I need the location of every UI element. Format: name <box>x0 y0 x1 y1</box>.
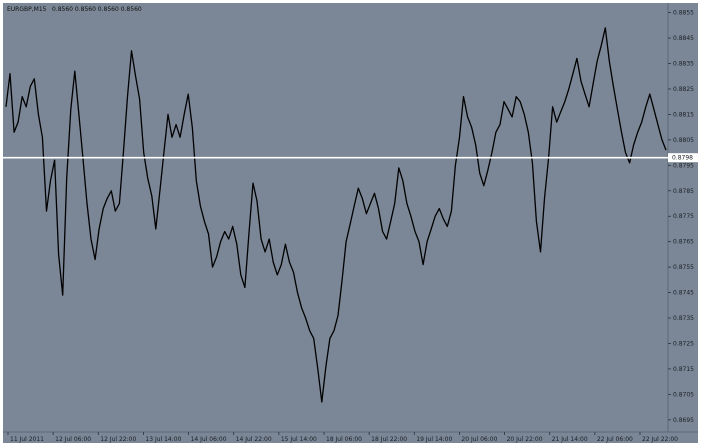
x-tick-label: 21 Jul 14:00 <box>552 436 588 443</box>
y-tick-label: 0.8825 <box>673 86 694 93</box>
x-tick-label: 20 Jul 22:00 <box>507 436 543 443</box>
y-tick-label: 0.8715 <box>673 366 694 373</box>
y-tick-group: 0.8855 0.8845 0.8835 0.8825 0.8815 0.8805 0.87… <box>668 10 694 424</box>
x-tick-label: 11 Jul 2011 <box>10 436 44 443</box>
y-tick-label: 0.8855 <box>673 10 694 17</box>
x-tick-label: 18 Jul 22:00 <box>371 436 407 443</box>
x-tick-label: 15 Jul 14:00 <box>281 436 317 443</box>
y-axis-panel <box>668 3 698 432</box>
y-tick-label: 0.8795 <box>673 162 694 169</box>
x-tick-label: 12 Jul 06:00 <box>55 436 91 443</box>
y-tick-label: 0.8805 <box>673 137 694 144</box>
x-tick-group: 11 Jul 2011 12 Jul 06:00 12 Jul 22:00 13 Ju… <box>7 432 678 443</box>
x-tick-label: 13 Jul 14:00 <box>145 436 181 443</box>
chart-symbol-label: EURGBP,M15 <box>7 6 47 13</box>
y-tick-label: 0.8765 <box>673 239 694 246</box>
x-tick-label: 14 Jul 06:00 <box>191 436 227 443</box>
chart-ohlc-label: 0.8560 0.8560 0.8560 0.8560 <box>52 6 142 13</box>
x-tick-label: 18 Jul 06:00 <box>326 436 362 443</box>
x-tick-label: 22 Jul 06:00 <box>597 436 633 443</box>
y-tick-label: 0.8755 <box>673 264 694 271</box>
x-tick-label: 20 Jul 06:00 <box>461 436 497 443</box>
x-tick-label: 12 Jul 22:00 <box>100 436 136 443</box>
x-tick-label: 14 Jul 22:00 <box>236 436 272 443</box>
y-tick-label: 0.8815 <box>673 111 694 118</box>
plot-background <box>3 3 668 432</box>
y-tick-label: 0.8845 <box>673 35 694 42</box>
y-tick-label: 0.8835 <box>673 61 694 68</box>
y-tick-label: 0.8785 <box>673 188 694 195</box>
x-axis-panel <box>3 432 698 443</box>
y-tick-label: 0.8695 <box>673 417 694 424</box>
x-tick-label: 22 Jul 22:00 <box>642 436 678 443</box>
x-tick-label: 19 Jul 14:00 <box>416 436 452 443</box>
y-tick-label: 0.8725 <box>673 340 694 347</box>
y-tick-label: 0.8745 <box>673 290 694 297</box>
y-tick-label: 0.8705 <box>673 391 694 398</box>
y-tick-label: 0.8735 <box>673 315 694 322</box>
current-price-label: 0.8798 <box>672 155 693 162</box>
price-series-line <box>5 27 667 403</box>
y-tick-label: 0.8775 <box>673 213 694 220</box>
current-price-label-box <box>668 153 698 163</box>
